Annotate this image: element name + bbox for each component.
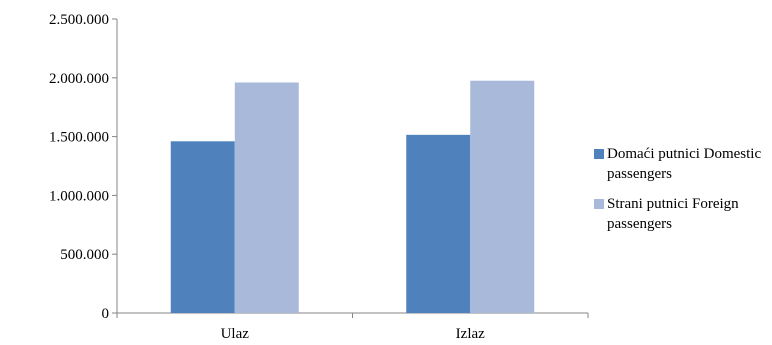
x-tick-label-ulaz: Ulaz: [221, 326, 250, 342]
bar-domestic-ulaz: [170, 141, 235, 313]
legend-item-foreign: Strani putnici Foreign passengers: [594, 194, 769, 234]
legend-swatch-domestic: [594, 149, 604, 159]
bar-foreign-ulaz: [234, 82, 299, 313]
x-tick-label-izlaz: Izlaz: [456, 326, 485, 342]
labels: 0 500.000 1.000.000 1.500.000 2.000.000 2.500…: [49, 12, 485, 342]
legend-swatch-foreign: [594, 199, 604, 209]
y-tick-label: 2.500.000: [49, 12, 109, 28]
y-tick-label: 1.000.000: [49, 188, 109, 204]
y-tick-label: 500.000: [60, 247, 109, 263]
bars: [170, 80, 535, 314]
legend-item-domestic: Domaći putnici Domestic passengers: [594, 144, 769, 184]
y-tick-label: 1.500.000: [49, 130, 109, 146]
bar-domestic-izlaz: [406, 134, 471, 313]
legend-label-domestic: Domaći putnici Domestic passengers: [607, 146, 762, 182]
y-tick-label: 2.000.000: [49, 71, 109, 87]
legend: Domaći putnici Domestic passengers Stran…: [594, 144, 769, 244]
legend-label-foreign: Strani putnici Foreign passengers: [607, 196, 739, 232]
y-tick-label: 0: [102, 306, 110, 322]
bar-foreign-izlaz: [470, 80, 535, 314]
